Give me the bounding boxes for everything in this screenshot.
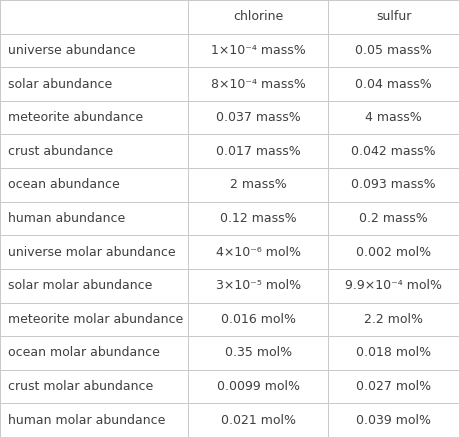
Text: meteorite abundance: meteorite abundance (8, 111, 143, 124)
Text: 0.037 mass%: 0.037 mass% (216, 111, 301, 124)
Text: 9.9×10⁻⁴ mol%: 9.9×10⁻⁴ mol% (345, 279, 442, 292)
Text: 0.042 mass%: 0.042 mass% (351, 145, 436, 158)
Text: meteorite molar abundance: meteorite molar abundance (8, 313, 184, 326)
Text: 0.12 mass%: 0.12 mass% (220, 212, 297, 225)
Text: 0.093 mass%: 0.093 mass% (351, 178, 436, 191)
Text: human abundance: human abundance (8, 212, 125, 225)
Text: 0.04 mass%: 0.04 mass% (355, 77, 432, 90)
Text: ocean molar abundance: ocean molar abundance (8, 347, 160, 360)
Text: universe abundance: universe abundance (8, 44, 136, 57)
Text: universe molar abundance: universe molar abundance (8, 246, 176, 259)
Text: chlorine: chlorine (233, 10, 283, 23)
Text: human molar abundance: human molar abundance (8, 414, 166, 427)
Text: solar molar abundance: solar molar abundance (8, 279, 153, 292)
Text: 2.2 mol%: 2.2 mol% (364, 313, 423, 326)
Text: 4×10⁻⁶ mol%: 4×10⁻⁶ mol% (216, 246, 301, 259)
Text: crust abundance: crust abundance (8, 145, 113, 158)
Text: 0.002 mol%: 0.002 mol% (356, 246, 431, 259)
Text: sulfur: sulfur (376, 10, 411, 23)
Text: 0.35 mol%: 0.35 mol% (224, 347, 292, 360)
Text: 0.018 mol%: 0.018 mol% (356, 347, 431, 360)
Text: 0.039 mol%: 0.039 mol% (356, 414, 431, 427)
Text: 0.017 mass%: 0.017 mass% (216, 145, 301, 158)
Text: 0.016 mol%: 0.016 mol% (221, 313, 296, 326)
Text: solar abundance: solar abundance (8, 77, 112, 90)
Text: ocean abundance: ocean abundance (8, 178, 120, 191)
Text: 8×10⁻⁴ mass%: 8×10⁻⁴ mass% (211, 77, 306, 90)
Text: 0.027 mol%: 0.027 mol% (356, 380, 431, 393)
Text: 3×10⁻⁵ mol%: 3×10⁻⁵ mol% (216, 279, 301, 292)
Text: 0.021 mol%: 0.021 mol% (221, 414, 296, 427)
Text: 1×10⁻⁴ mass%: 1×10⁻⁴ mass% (211, 44, 306, 57)
Text: 4 mass%: 4 mass% (365, 111, 422, 124)
Text: 0.0099 mol%: 0.0099 mol% (217, 380, 300, 393)
Text: 2 mass%: 2 mass% (230, 178, 286, 191)
Text: crust molar abundance: crust molar abundance (8, 380, 153, 393)
Text: 0.05 mass%: 0.05 mass% (355, 44, 432, 57)
Text: 0.2 mass%: 0.2 mass% (359, 212, 428, 225)
